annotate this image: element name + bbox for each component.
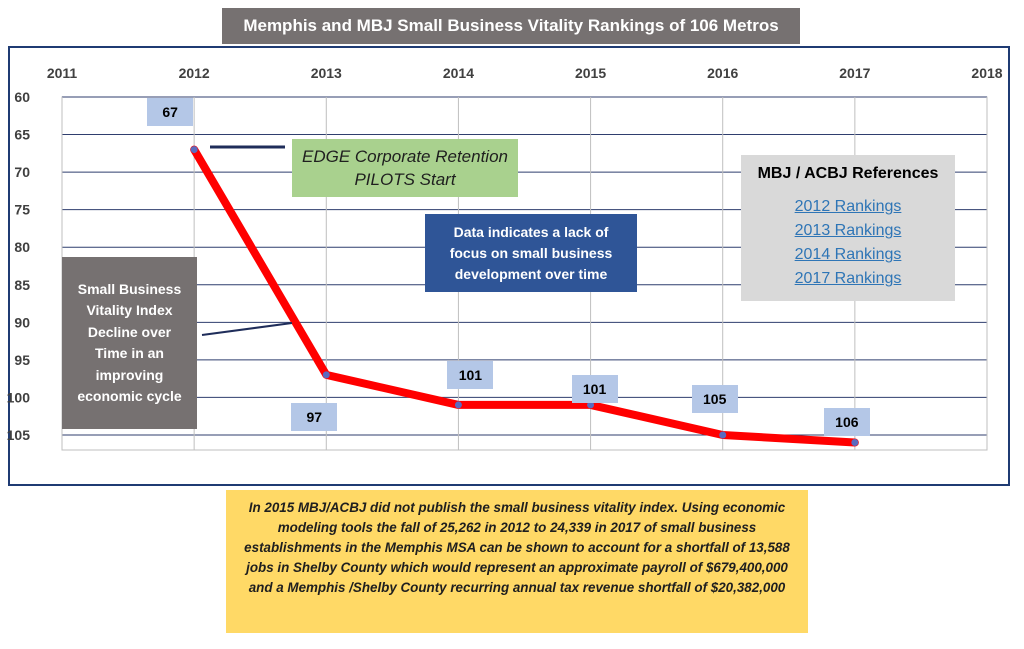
y-tick-label: 65 bbox=[14, 127, 30, 143]
y-tick-label: 75 bbox=[14, 202, 30, 218]
reference-link-2014[interactable]: 2014 Rankings bbox=[794, 246, 902, 263]
decline-leader-line bbox=[201, 322, 293, 336]
data-point bbox=[719, 431, 727, 439]
data-label: 106 bbox=[823, 408, 870, 437]
data-point bbox=[454, 401, 462, 409]
x-tick-label: 2016 bbox=[707, 65, 738, 81]
data-label: 67 bbox=[147, 97, 194, 126]
x-tick-label: 2015 bbox=[575, 65, 606, 81]
reference-link-2012[interactable]: 2012 Rankings bbox=[794, 198, 902, 215]
x-tick-label: 2011 bbox=[47, 65, 78, 81]
data-note-annotation: Data indicates a lack of focus on small … bbox=[425, 214, 637, 292]
y-tick-label: 60 bbox=[14, 89, 30, 105]
y-tick-label: 105 bbox=[7, 427, 31, 443]
x-tick-label: 2012 bbox=[179, 65, 210, 81]
data-label: 105 bbox=[691, 384, 738, 413]
data-point bbox=[587, 401, 595, 409]
x-tick-label: 2013 bbox=[311, 65, 342, 81]
x-tick-label: 2017 bbox=[839, 65, 870, 81]
references-box: MBJ / ACBJ References 2012 Rankings 2013… bbox=[741, 155, 955, 301]
y-tick-label: 90 bbox=[14, 314, 30, 330]
data-label: 101 bbox=[447, 360, 494, 389]
data-point bbox=[322, 371, 330, 379]
reference-link-2013[interactable]: 2013 Rankings bbox=[794, 222, 902, 239]
x-tick-label: 2014 bbox=[443, 65, 474, 81]
x-tick-label: 2018 bbox=[971, 65, 1002, 81]
data-label: 97 bbox=[291, 402, 338, 431]
y-tick-label: 85 bbox=[14, 277, 30, 293]
y-tick-label: 80 bbox=[14, 239, 30, 255]
series-line bbox=[190, 145, 859, 447]
y-tick-label: 95 bbox=[14, 352, 30, 368]
decline-annotation: Small Business Vitality Index Decline ov… bbox=[62, 257, 197, 429]
y-tick-label: 100 bbox=[7, 389, 31, 405]
data-point bbox=[190, 146, 198, 154]
footnote-box: In 2015 MBJ/ACBJ did not publish the sma… bbox=[226, 490, 808, 633]
reference-link-2017[interactable]: 2017 Rankings bbox=[794, 270, 902, 287]
data-point bbox=[851, 438, 859, 446]
references-title: MBJ / ACBJ References bbox=[757, 165, 939, 182]
data-label: 101 bbox=[571, 374, 618, 403]
y-tick-label: 70 bbox=[14, 164, 30, 180]
edge-pilots-annotation: EDGE Corporate Retention PILOTS Start bbox=[292, 139, 518, 197]
chart-title: Memphis and MBJ Small Business Vitality … bbox=[222, 8, 800, 44]
